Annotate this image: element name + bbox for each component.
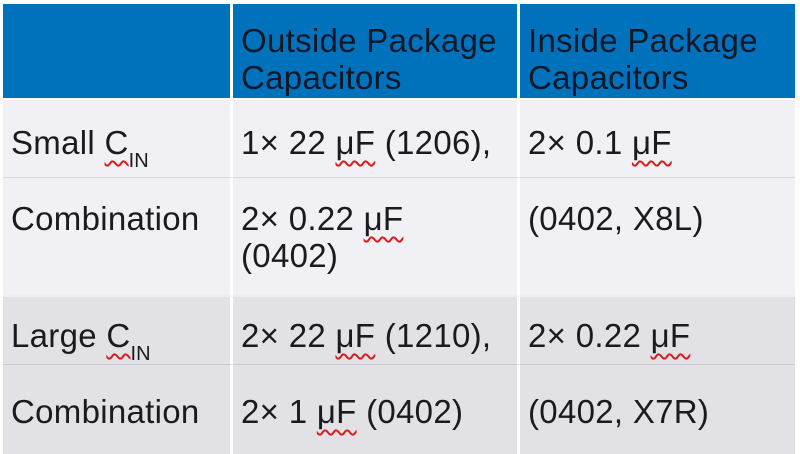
small-outside-post: (1206), xyxy=(375,124,492,161)
small-outside-pre: 1× 22 xyxy=(241,124,336,161)
cin-subscript: IN xyxy=(130,342,151,365)
combination1-outside-line1: 2× 0.22 μF xyxy=(241,200,513,237)
large-outside-post: (1210), xyxy=(375,317,492,354)
large-inside-pre: 2× 0.22 xyxy=(528,317,651,354)
header-outside-line2: Capacitors xyxy=(241,59,402,96)
cell-combination1-outside: 2× 0.22 μF (0402) xyxy=(233,178,520,297)
header-inside-line2: Capacitors xyxy=(528,59,689,96)
cell-large-outside: 2× 22 μF (1210), xyxy=(233,297,520,365)
combination2-outside-pre: 2× 1 xyxy=(241,393,317,430)
header-inside-line1: Inside Package xyxy=(528,22,758,59)
cell-combination1-inside: (0402, X8L) xyxy=(520,178,795,297)
misspelled-uf: μF xyxy=(363,200,404,237)
cell-combination2-inside: (0402, X7R) xyxy=(520,365,795,454)
combination2-label-text: Combination xyxy=(11,393,200,430)
combination1-label-text: Combination xyxy=(11,200,200,237)
misspelled-cin: CIN xyxy=(106,317,150,364)
cin-subscript: IN xyxy=(128,149,149,172)
combination2-inside-text: (0402, X7R) xyxy=(528,393,710,430)
combination1-outside-pre: 2× 0.22 xyxy=(241,200,364,237)
cell-small-inside: 2× 0.1 μF xyxy=(520,100,795,178)
misspelled-uf: μF xyxy=(650,317,691,354)
cell-large-inside: 2× 0.22 μF xyxy=(520,297,795,365)
cell-small-outside: 1× 22 μF (1206), xyxy=(233,100,520,178)
row-combination1-label-cell: Combination xyxy=(3,178,233,297)
misspelled-uf: μF xyxy=(335,317,376,354)
large-outside-pre: 2× 22 xyxy=(241,317,336,354)
row-small-label-text: Small xyxy=(11,124,105,161)
header-outside-line1: Outside Package xyxy=(241,22,497,59)
header-corner-cell xyxy=(3,4,233,100)
misspelled-uf: μF xyxy=(316,393,357,430)
row-large-label-text: Large xyxy=(11,317,107,354)
cin-symbol: C xyxy=(104,124,129,161)
header-inside-package: Inside Package Capacitors xyxy=(520,4,795,100)
cell-combination2-outside: 2× 1 μF (0402) xyxy=(233,365,520,454)
row-small-label-cell: Small CIN xyxy=(3,100,233,178)
cin-symbol: C xyxy=(106,317,131,354)
capacitor-table: Outside Package Capacitors Inside Packag… xyxy=(3,4,795,454)
row-combination2-label-cell: Combination xyxy=(3,365,233,454)
misspelled-cin: CIN xyxy=(104,124,149,171)
row-large-label-cell: Large CIN xyxy=(3,297,233,365)
combination1-outside-line2: (0402) xyxy=(241,237,339,274)
combination1-inside-text: (0402, X8L) xyxy=(528,200,704,237)
header-outside-package: Outside Package Capacitors xyxy=(233,4,520,100)
misspelled-uf: μF xyxy=(335,124,376,161)
misspelled-uf: μF xyxy=(631,124,672,161)
combination2-outside-post: (0402) xyxy=(356,393,464,430)
small-inside-pre: 2× 0.1 xyxy=(528,124,632,161)
